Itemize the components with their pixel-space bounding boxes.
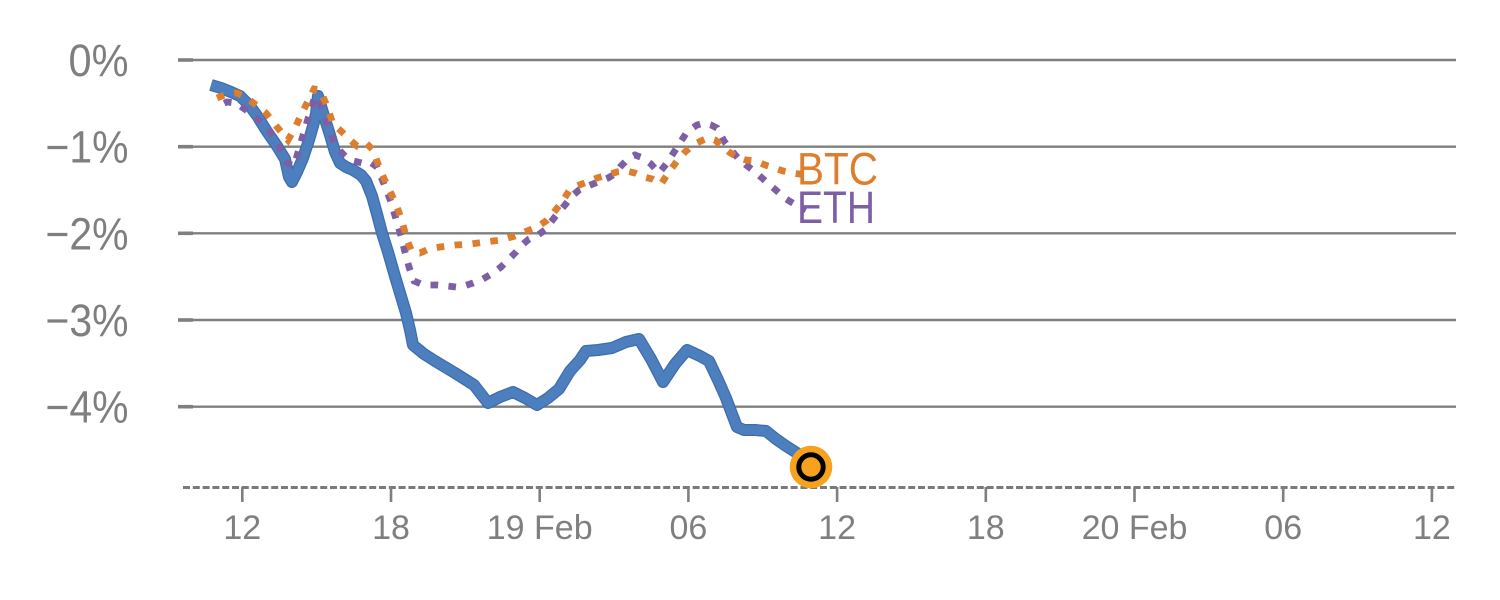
svg-text:18: 18	[967, 509, 1005, 547]
svg-text:18: 18	[372, 509, 410, 547]
svg-text:20 Feb: 20 Feb	[1082, 509, 1188, 547]
svg-text:06: 06	[1264, 509, 1302, 547]
svg-text:12: 12	[1413, 509, 1451, 547]
svg-text:ETH: ETH	[797, 182, 875, 233]
svg-text:−2%: −2%	[46, 208, 129, 259]
svg-text:0%: 0%	[69, 35, 129, 86]
svg-text:BTC: BTC	[797, 144, 878, 195]
svg-text:19 Feb: 19 Feb	[487, 509, 593, 547]
svg-text:12: 12	[223, 509, 261, 547]
svg-text:−4%: −4%	[46, 382, 129, 433]
svg-text:12: 12	[818, 509, 856, 547]
svg-text:−3%: −3%	[46, 295, 129, 346]
svg-text:−1%: −1%	[46, 122, 129, 173]
svg-text:06: 06	[669, 509, 707, 547]
